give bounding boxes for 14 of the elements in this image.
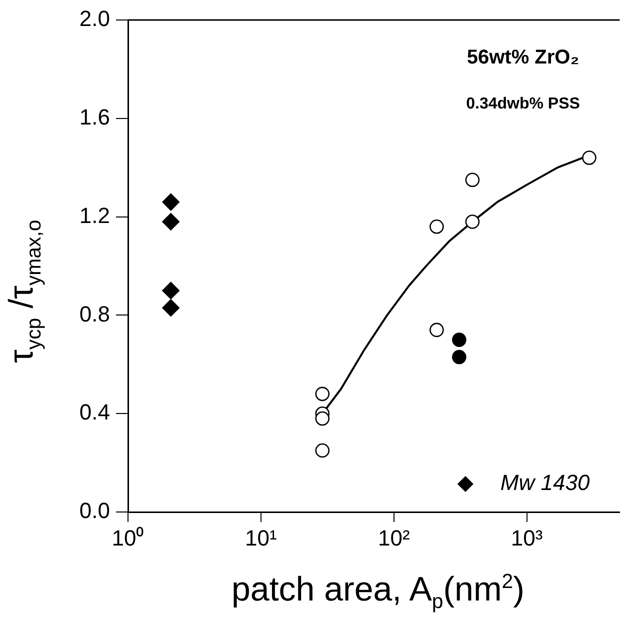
y-tick-label: 1.2 xyxy=(79,202,110,228)
x-tick-label: 10⁰ xyxy=(112,525,144,550)
x-tick-label: 10² xyxy=(378,525,410,550)
legend-label: Mw 1430 xyxy=(500,470,590,496)
y-tick-label: 1.6 xyxy=(79,104,110,130)
x-axis-title: patch area, A$_{p}$(nm$^{2}$) xyxy=(230,569,526,616)
x-tick-label: 10³ xyxy=(510,525,543,550)
y-tick-label: 0.0 xyxy=(79,498,110,524)
x-tick-label: 10¹ xyxy=(245,525,277,550)
y-tick-label: 0.4 xyxy=(79,400,110,425)
y-tick-label: 0.8 xyxy=(79,301,110,326)
annotation: 0.34dwb% PSS xyxy=(466,95,580,112)
annotation: 56wt% ZrO₂ xyxy=(466,46,580,69)
y-tick-label: 2.0 xyxy=(79,6,110,32)
